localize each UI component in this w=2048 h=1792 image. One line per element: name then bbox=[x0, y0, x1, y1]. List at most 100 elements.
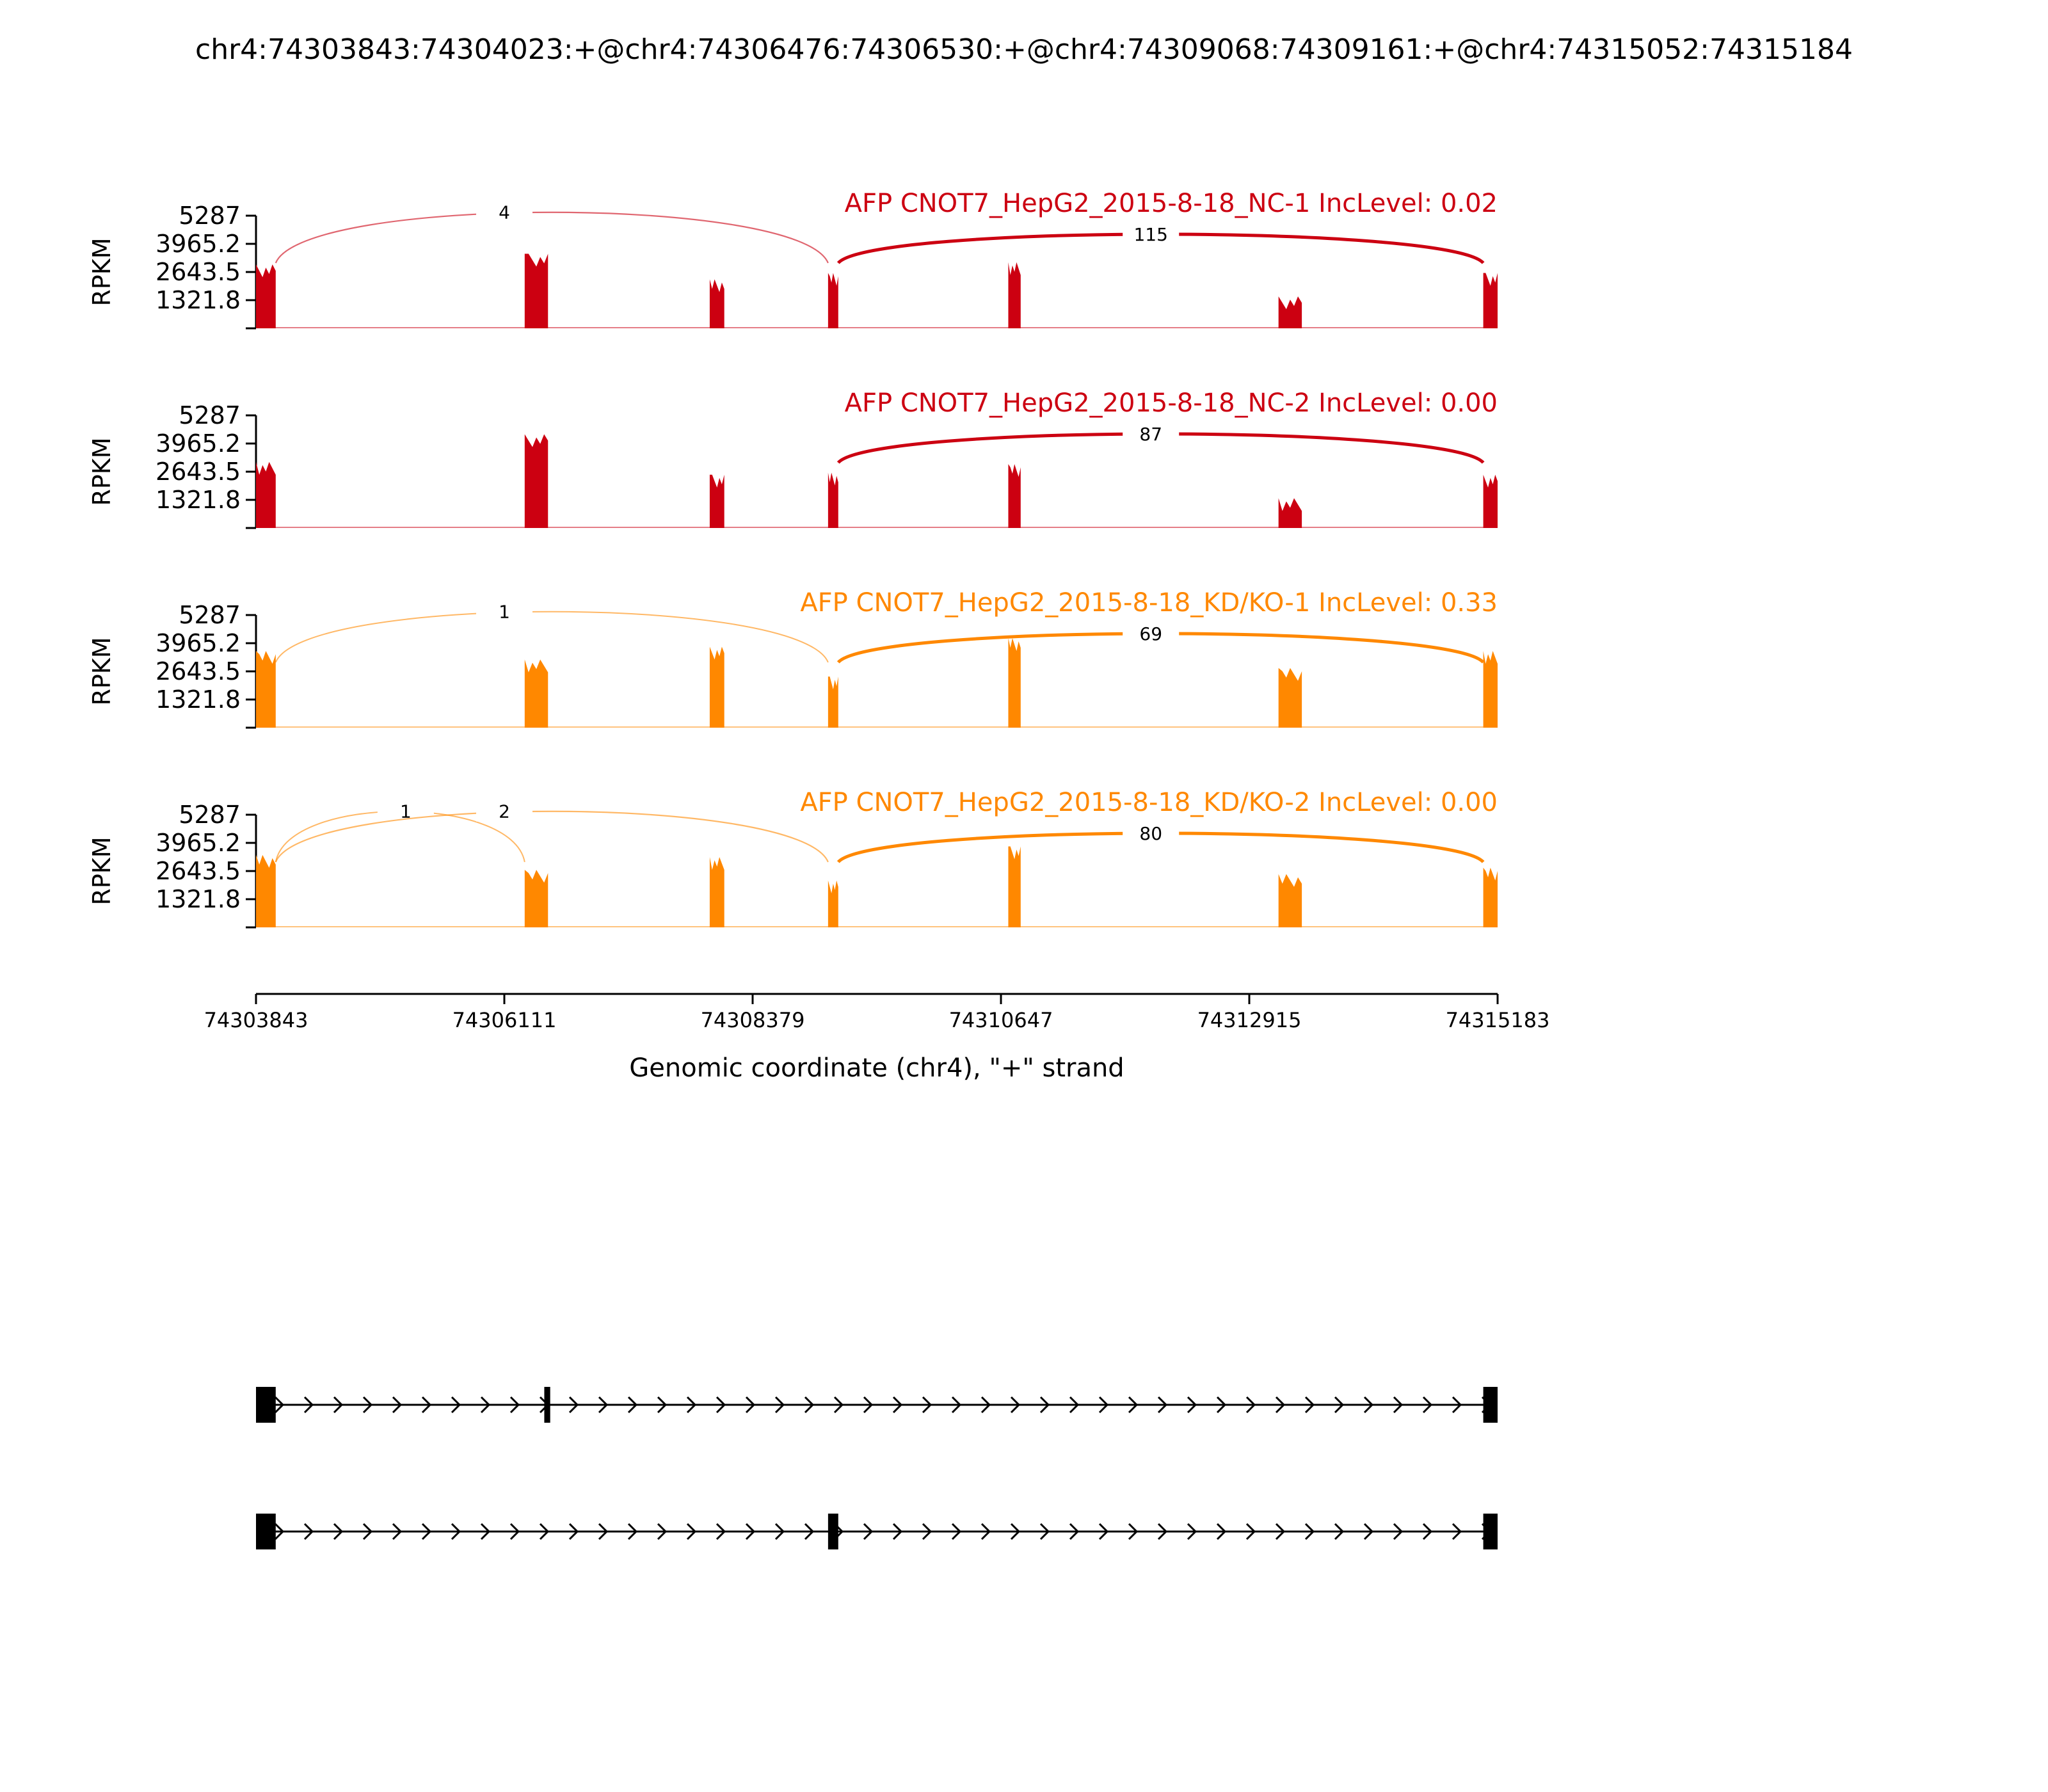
strand-arrow-icon bbox=[1393, 1396, 1404, 1414]
coverage-block bbox=[828, 880, 838, 927]
strand-arrow-icon bbox=[421, 1523, 432, 1540]
strand-arrow-icon bbox=[745, 1523, 756, 1540]
y-axis-title: RPKM bbox=[88, 437, 116, 506]
strand-arrow-icon bbox=[1187, 1523, 1197, 1540]
strand-arrow-icon bbox=[1245, 1523, 1256, 1540]
genomic-coordinate-axis: 74303843 74306111 74308379 74310647 74312915… bbox=[204, 993, 1550, 1032]
strand-arrow-icon bbox=[980, 1523, 991, 1540]
junction-label-bg bbox=[1123, 421, 1180, 445]
strand-arrow-icon bbox=[716, 1523, 726, 1540]
y-tick-label: 2643.5 bbox=[156, 857, 241, 885]
track-title: AFP CNOT7_HepG2_2015-8-18_NC-2 IncLevel:… bbox=[845, 388, 1498, 418]
strand-arrow-icon bbox=[1363, 1396, 1374, 1414]
y-tick-label: 1321.8 bbox=[156, 486, 241, 514]
strand-arrow-icon bbox=[1039, 1396, 1050, 1414]
strand-arrow-icon bbox=[686, 1396, 697, 1414]
exon-block bbox=[1483, 1387, 1498, 1423]
junction-label-bg bbox=[1123, 621, 1180, 644]
strand-arrow-icon bbox=[1157, 1523, 1168, 1540]
coverage-block bbox=[256, 264, 276, 328]
y-axis-title: RPKM bbox=[88, 637, 116, 705]
strand-arrow-icon bbox=[1304, 1396, 1315, 1414]
x-tick-label: 74303843 bbox=[204, 1008, 308, 1032]
junction-count-label: 115 bbox=[1133, 224, 1167, 245]
strand-arrow-icon bbox=[686, 1523, 697, 1540]
strand-arrow-icon bbox=[1304, 1523, 1315, 1540]
isoform-model bbox=[256, 1514, 1498, 1549]
strand-arrow-icon bbox=[1245, 1396, 1256, 1414]
coverage-block bbox=[256, 461, 276, 528]
junction-label-bg bbox=[1123, 820, 1180, 844]
strand-arrow-icon bbox=[922, 1396, 932, 1414]
y-tick-label: 2643.5 bbox=[156, 258, 241, 286]
strand-arrow-icon bbox=[509, 1523, 520, 1540]
strand-arrow-icon bbox=[774, 1396, 785, 1414]
strand-arrow-icon bbox=[1010, 1396, 1021, 1414]
strand-arrow-icon bbox=[1128, 1523, 1139, 1540]
strand-arrow-icon bbox=[951, 1396, 962, 1414]
coverage-block bbox=[524, 253, 548, 328]
track-title: AFP CNOT7_HepG2_2015-8-18_NC-1 IncLevel:… bbox=[845, 189, 1498, 218]
strand-arrow-icon bbox=[1393, 1523, 1404, 1540]
junction-arc bbox=[275, 810, 829, 863]
strand-arrow-icon bbox=[392, 1523, 403, 1540]
junction-arc bbox=[275, 211, 829, 264]
strand-arrow-icon bbox=[1334, 1396, 1345, 1414]
strand-arrow-icon bbox=[1452, 1523, 1462, 1540]
strand-arrow-icon bbox=[627, 1523, 638, 1540]
strand-arrow-icon bbox=[333, 1523, 344, 1540]
strand-arrow-icon bbox=[274, 1396, 285, 1414]
strand-arrow-icon bbox=[1128, 1396, 1139, 1414]
strand-arrow-icon bbox=[804, 1396, 815, 1414]
junction-count-label: 2 bbox=[499, 801, 510, 822]
coverage-block bbox=[256, 651, 276, 728]
coverage-block bbox=[1008, 464, 1021, 528]
strand-arrow-icon bbox=[303, 1523, 314, 1540]
coverage-block bbox=[1483, 867, 1498, 927]
strand-arrow-icon bbox=[804, 1523, 815, 1540]
coverage-block bbox=[524, 434, 548, 528]
y-tick-label: 1321.8 bbox=[156, 685, 241, 714]
track-title: AFP CNOT7_HepG2_2015-8-18_KD/KO-2 IncLev… bbox=[800, 788, 1498, 817]
strand-arrow-icon bbox=[1216, 1523, 1227, 1540]
strand-arrow-icon bbox=[392, 1396, 403, 1414]
strand-arrow-icon bbox=[568, 1396, 579, 1414]
x-tick-label: 74312915 bbox=[1197, 1008, 1302, 1032]
strand-arrow-icon bbox=[892, 1396, 903, 1414]
strand-arrow-icon bbox=[716, 1396, 726, 1414]
coverage-block bbox=[1483, 273, 1498, 328]
strand-arrow-icon bbox=[1187, 1396, 1197, 1414]
strand-arrow-icon bbox=[539, 1523, 550, 1540]
strand-arrow-icon bbox=[451, 1523, 461, 1540]
coverage-block bbox=[524, 659, 548, 728]
coverage-block bbox=[1278, 874, 1302, 927]
junction-count-label: 80 bbox=[1139, 823, 1162, 844]
x-tick-label: 74315183 bbox=[1446, 1008, 1550, 1032]
strand-arrow-icon bbox=[1098, 1523, 1109, 1540]
coverage-block bbox=[1278, 296, 1302, 328]
y-axis-title: RPKM bbox=[88, 836, 116, 905]
exon-block bbox=[256, 1387, 276, 1423]
y-tick-label: 5287 bbox=[179, 202, 241, 230]
strand-arrow-icon bbox=[1069, 1396, 1080, 1414]
strand-arrow-icon bbox=[951, 1523, 962, 1540]
strand-arrow-icon bbox=[568, 1523, 579, 1540]
strand-arrow-icon bbox=[480, 1396, 491, 1414]
strand-arrow-icon bbox=[922, 1523, 932, 1540]
coverage-block bbox=[828, 472, 838, 528]
junction-count-label: 4 bbox=[499, 202, 510, 223]
strand-arrow-icon bbox=[863, 1396, 874, 1414]
coverage-block bbox=[524, 870, 548, 927]
coverage-block bbox=[256, 854, 276, 927]
strand-arrow-icon bbox=[892, 1523, 903, 1540]
strand-arrow-icon bbox=[745, 1396, 756, 1414]
y-tick-label: 5287 bbox=[179, 401, 241, 429]
strand-arrow-icon bbox=[1452, 1396, 1462, 1414]
page-title: chr4:74303843:74304023:+@chr4:74306476:7… bbox=[195, 33, 1853, 66]
strand-arrow-icon bbox=[980, 1396, 991, 1414]
coverage-block bbox=[1278, 498, 1302, 528]
y-tick-label: 1321.8 bbox=[156, 286, 241, 314]
